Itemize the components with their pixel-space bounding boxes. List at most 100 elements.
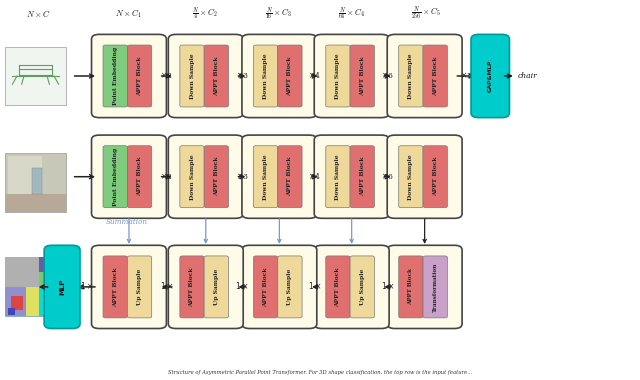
Text: $\times$4: $\times$4	[308, 70, 321, 80]
Text: $\frac{N}{64}\times C_4$: $\frac{N}{64}\times C_4$	[339, 5, 365, 22]
FancyBboxPatch shape	[399, 45, 423, 107]
FancyBboxPatch shape	[127, 146, 152, 207]
FancyBboxPatch shape	[168, 245, 243, 328]
FancyBboxPatch shape	[350, 146, 374, 207]
FancyBboxPatch shape	[204, 45, 228, 107]
Text: Down Sample: Down Sample	[408, 154, 413, 200]
FancyBboxPatch shape	[180, 256, 204, 318]
Text: Summation: Summation	[106, 218, 147, 226]
FancyBboxPatch shape	[423, 256, 447, 318]
FancyBboxPatch shape	[204, 256, 228, 318]
FancyBboxPatch shape	[127, 45, 152, 107]
FancyBboxPatch shape	[5, 46, 66, 105]
Text: Up Sample: Up Sample	[214, 269, 219, 305]
Text: $\times$2: $\times$2	[161, 171, 173, 180]
Text: APPT Block: APPT Block	[360, 157, 365, 196]
Text: Down Sample: Down Sample	[189, 53, 195, 99]
FancyBboxPatch shape	[168, 135, 243, 218]
Text: Up Sample: Up Sample	[137, 269, 142, 305]
FancyBboxPatch shape	[180, 45, 204, 107]
Text: APPT Block: APPT Block	[137, 157, 142, 196]
FancyBboxPatch shape	[423, 146, 447, 207]
FancyBboxPatch shape	[242, 35, 317, 118]
Text: $\times$6: $\times$6	[381, 171, 394, 180]
Text: $\times$2: $\times$2	[161, 70, 173, 80]
Text: APPT Block: APPT Block	[287, 157, 292, 196]
Text: APPT Block: APPT Block	[113, 267, 118, 307]
Text: Up Sample: Up Sample	[360, 269, 365, 305]
Text: Down Sample: Down Sample	[263, 53, 268, 99]
Text: chair: chair	[518, 72, 538, 80]
FancyBboxPatch shape	[314, 35, 389, 118]
FancyBboxPatch shape	[8, 308, 15, 315]
FancyBboxPatch shape	[278, 45, 302, 107]
FancyBboxPatch shape	[253, 146, 278, 207]
FancyBboxPatch shape	[92, 35, 166, 118]
Text: Down Sample: Down Sample	[263, 154, 268, 200]
Text: Down Sample: Down Sample	[189, 154, 195, 200]
Text: $\times$3: $\times$3	[460, 70, 473, 80]
Text: APPT Block: APPT Block	[408, 268, 413, 306]
FancyBboxPatch shape	[387, 35, 462, 118]
FancyBboxPatch shape	[26, 287, 38, 316]
Text: $\frac{N}{256}\times C_5$: $\frac{N}{256}\times C_5$	[411, 5, 440, 22]
FancyBboxPatch shape	[92, 245, 166, 328]
FancyBboxPatch shape	[387, 245, 462, 328]
FancyBboxPatch shape	[350, 45, 374, 107]
Text: APPT Block: APPT Block	[214, 56, 219, 96]
FancyBboxPatch shape	[399, 256, 423, 318]
Text: $\frac{N}{16}\times C_3$: $\frac{N}{16}\times C_3$	[265, 5, 292, 22]
FancyBboxPatch shape	[33, 168, 42, 194]
FancyBboxPatch shape	[326, 146, 350, 207]
FancyBboxPatch shape	[278, 256, 302, 318]
FancyBboxPatch shape	[253, 256, 278, 318]
Text: $N\times C$: $N\times C$	[26, 8, 51, 19]
Text: Structure of Asymmetric Parallel Point Transformer. For 3D shape classification,: Structure of Asymmetric Parallel Point T…	[168, 370, 472, 375]
Text: Transformation: Transformation	[433, 262, 438, 312]
FancyBboxPatch shape	[326, 256, 350, 318]
Text: $1\times$: $1\times$	[381, 280, 394, 291]
Text: APPT Block: APPT Block	[360, 56, 365, 96]
Text: APPT Block: APPT Block	[214, 157, 219, 196]
FancyBboxPatch shape	[242, 245, 317, 328]
FancyBboxPatch shape	[253, 45, 278, 107]
Text: $1\times$: $1\times$	[160, 280, 173, 291]
Text: $\times$3: $\times$3	[236, 70, 248, 80]
Text: Point Embedding: Point Embedding	[113, 147, 118, 206]
FancyBboxPatch shape	[423, 45, 447, 107]
FancyBboxPatch shape	[471, 35, 509, 118]
FancyBboxPatch shape	[8, 156, 42, 194]
Text: MLP: MLP	[59, 279, 65, 295]
Text: $\times$6: $\times$6	[381, 70, 394, 80]
FancyBboxPatch shape	[5, 194, 66, 212]
FancyBboxPatch shape	[103, 256, 127, 318]
Text: $\times$3: $\times$3	[236, 171, 248, 180]
FancyBboxPatch shape	[92, 135, 166, 218]
FancyBboxPatch shape	[168, 35, 243, 118]
Text: APPT Block: APPT Block	[137, 56, 142, 96]
FancyBboxPatch shape	[180, 146, 204, 207]
FancyBboxPatch shape	[103, 45, 127, 107]
Text: $1\times$: $1\times$	[79, 280, 93, 291]
Text: Down Sample: Down Sample	[335, 154, 340, 200]
Text: APPT Block: APPT Block	[263, 267, 268, 307]
Text: APPT Block: APPT Block	[433, 157, 438, 196]
FancyBboxPatch shape	[5, 287, 26, 316]
FancyBboxPatch shape	[5, 258, 38, 287]
Text: APPT Block: APPT Block	[335, 267, 340, 307]
FancyBboxPatch shape	[38, 272, 66, 287]
FancyBboxPatch shape	[204, 146, 228, 207]
Text: $N\times C_1$: $N\times C_1$	[115, 7, 141, 19]
FancyBboxPatch shape	[12, 296, 24, 310]
FancyBboxPatch shape	[326, 45, 350, 107]
FancyBboxPatch shape	[242, 135, 317, 218]
Text: APPT Block: APPT Block	[433, 56, 438, 96]
Text: Point Embedding: Point Embedding	[113, 47, 118, 105]
FancyBboxPatch shape	[127, 256, 152, 318]
FancyBboxPatch shape	[350, 256, 374, 318]
Text: $1\times$: $1\times$	[308, 280, 322, 291]
FancyBboxPatch shape	[278, 146, 302, 207]
FancyBboxPatch shape	[314, 135, 389, 218]
FancyBboxPatch shape	[5, 153, 66, 212]
FancyBboxPatch shape	[38, 258, 66, 272]
